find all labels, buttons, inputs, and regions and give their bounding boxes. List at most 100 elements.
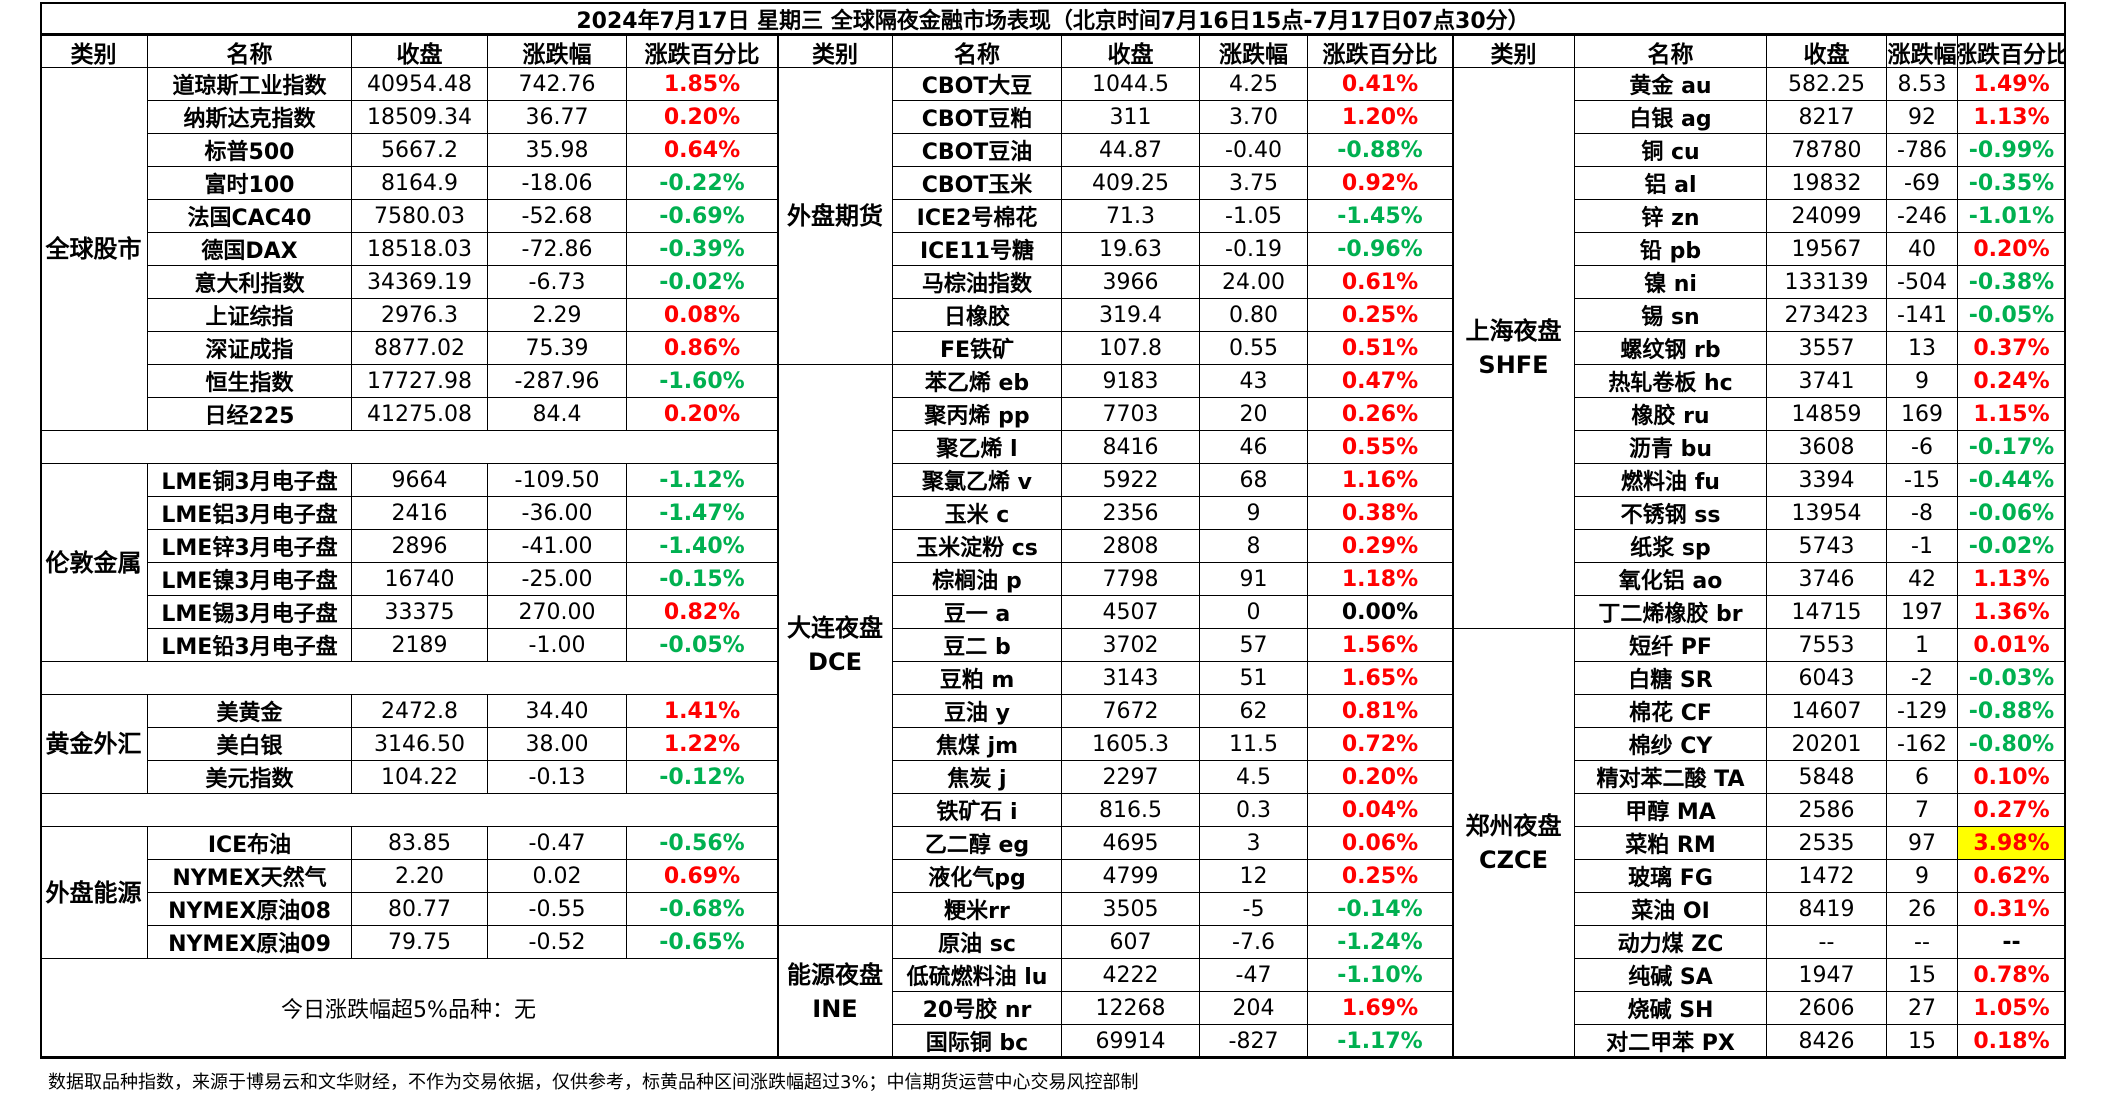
change-value: -6 <box>1887 431 1958 464</box>
pct-value: 1.56% <box>1308 629 1453 662</box>
panel-divider <box>1452 35 1454 1058</box>
item-name: 玉米淀粉 cs <box>893 530 1062 563</box>
item-name: 美元指数 <box>148 761 352 794</box>
item-name: 深证成指 <box>148 332 352 365</box>
change-value: -8 <box>1887 497 1958 530</box>
pct-value: 1.69% <box>1308 992 1453 1025</box>
category-label: 上海夜盘 SHFE <box>1453 68 1575 629</box>
item-name: 纯碱 SA <box>1575 959 1767 992</box>
category-label: 大连夜盘 DCE <box>778 365 893 926</box>
item-name: 锡 sn <box>1575 299 1767 332</box>
change-value: 3.70 <box>1200 101 1308 134</box>
item-name: LME镍3月电子盘 <box>148 563 352 596</box>
item-name: 铅 pb <box>1575 233 1767 266</box>
change-value: 2.29 <box>488 299 627 332</box>
pct-value: 0.64% <box>627 134 778 167</box>
change-value: 8.53 <box>1887 68 1958 101</box>
close-value: 2297 <box>1062 761 1200 794</box>
pct-value: 0.78% <box>1958 959 2066 992</box>
pct-value: 0.55% <box>1308 431 1453 464</box>
header-pct: 涨跌百分比 <box>1308 35 1453 68</box>
item-name: 螺纹钢 rb <box>1575 332 1767 365</box>
close-value: 1044.5 <box>1062 68 1200 101</box>
change-value: 0.55 <box>1200 332 1308 365</box>
close-value: 7672 <box>1062 695 1200 728</box>
category-label-line: 黄金外汇 <box>45 730 142 758</box>
category-label-line: 郑州夜盘 <box>1465 812 1562 840</box>
close-value: 1605.3 <box>1062 728 1200 761</box>
pct-value: -0.22% <box>627 167 778 200</box>
pct-value: -0.06% <box>1958 497 2066 530</box>
close-value: 409.25 <box>1062 167 1200 200</box>
close-value: 816.5 <box>1062 794 1200 827</box>
pct-value: -1.47% <box>627 497 778 530</box>
close-value: 104.22 <box>352 761 488 794</box>
pct-value: 0.62% <box>1958 860 2066 893</box>
pct-value: -1.40% <box>627 530 778 563</box>
close-value: -- <box>1767 926 1887 959</box>
panel-divider <box>777 35 779 1058</box>
item-name: 聚氯乙烯 v <box>893 464 1062 497</box>
blank-separator-row <box>40 794 778 827</box>
category-label-line: 全球股市 <box>45 235 142 263</box>
pct-value: 0.08% <box>627 299 778 332</box>
pct-value: -1.12% <box>627 464 778 497</box>
change-value: -0.47 <box>488 827 627 860</box>
close-value: 9183 <box>1062 365 1200 398</box>
item-name: 聚乙烯 l <box>893 431 1062 464</box>
change-value: 51 <box>1200 662 1308 695</box>
item-name: 铁矿石 i <box>893 794 1062 827</box>
item-name: 日经225 <box>148 398 352 431</box>
item-name: ICE11号糖 <box>893 233 1062 266</box>
close-value: 20201 <box>1767 728 1887 761</box>
close-value: 24099 <box>1767 200 1887 233</box>
blank-separator-row <box>40 662 778 695</box>
pct-value: 0.61% <box>1308 266 1453 299</box>
close-value: 582.25 <box>1767 68 1887 101</box>
change-value: 27 <box>1887 992 1958 1025</box>
close-value: 3702 <box>1062 629 1200 662</box>
pct-value: 3.98% <box>1958 827 2066 860</box>
change-value: -69 <box>1887 167 1958 200</box>
item-name: 马棕油指数 <box>893 266 1062 299</box>
header-name: 名称 <box>893 35 1062 68</box>
category-label-line: 外盘能源 <box>45 878 142 907</box>
item-name: 标普500 <box>148 134 352 167</box>
pct-value: -0.65% <box>627 926 778 959</box>
category-label-line: 能源夜盘 <box>787 960 883 989</box>
item-name: 铝 al <box>1575 167 1767 200</box>
item-name: LME锡3月电子盘 <box>148 596 352 629</box>
pct-value: 0.51% <box>1308 332 1453 365</box>
close-value: 4695 <box>1062 827 1200 860</box>
change-value: -5 <box>1200 893 1308 926</box>
pct-value: 0.72% <box>1308 728 1453 761</box>
close-value: 2472.8 <box>352 695 488 728</box>
category-label: 郑州夜盘 CZCE <box>1453 629 1575 1058</box>
close-value: 6043 <box>1767 662 1887 695</box>
change-value: 35.98 <box>488 134 627 167</box>
change-value: 9 <box>1887 860 1958 893</box>
item-name: 豆油 y <box>893 695 1062 728</box>
change-value: 3 <box>1200 827 1308 860</box>
pct-value: 1.65% <box>1308 662 1453 695</box>
pct-value: 0.86% <box>627 332 778 365</box>
change-value: 57 <box>1200 629 1308 662</box>
change-value: -1.05 <box>1200 200 1308 233</box>
close-value: 5922 <box>1062 464 1200 497</box>
change-value: 92 <box>1887 101 1958 134</box>
close-value: 2.20 <box>352 860 488 893</box>
header-close: 收盘 <box>352 35 488 68</box>
close-value: 41275.08 <box>352 398 488 431</box>
header-category: 类别 <box>40 35 148 68</box>
close-value: 78780 <box>1767 134 1887 167</box>
close-value: 3146.50 <box>352 728 488 761</box>
pct-value: 0.82% <box>627 596 778 629</box>
change-value: 0.80 <box>1200 299 1308 332</box>
change-value: 24.00 <box>1200 266 1308 299</box>
item-name: 白银 ag <box>1575 101 1767 134</box>
change-value: -15 <box>1887 464 1958 497</box>
close-value: 3741 <box>1767 365 1887 398</box>
pct-value: 0.92% <box>1308 167 1453 200</box>
pct-value: 0.18% <box>1958 1025 2066 1058</box>
